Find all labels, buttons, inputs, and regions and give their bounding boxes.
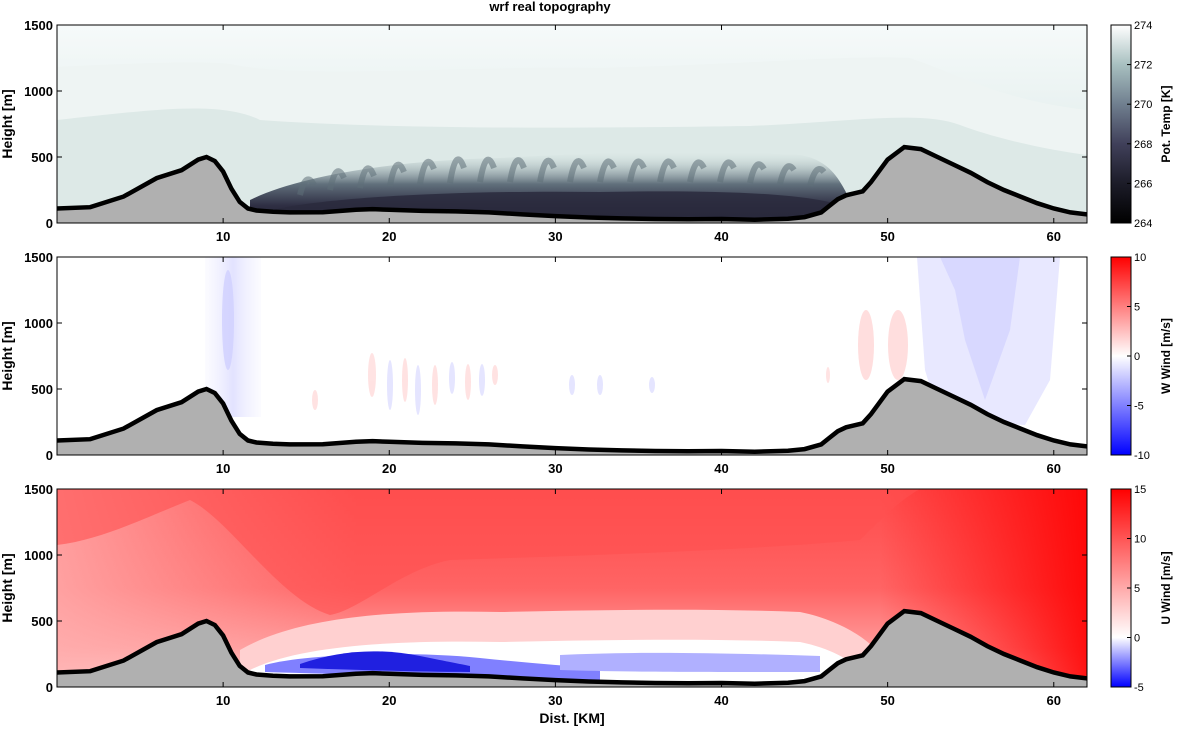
- x-tick-label: 40: [714, 693, 728, 708]
- colorbar-tick-label: -5: [1134, 401, 1144, 413]
- pot-temp-ripples: [297, 156, 827, 196]
- x-tick-label: 40: [714, 461, 728, 476]
- w-wind-field: [57, 257, 1087, 455]
- y-tick-label: 1500: [24, 482, 53, 497]
- x-tick-label: 10: [216, 229, 230, 244]
- x-tick-label: 30: [548, 693, 562, 708]
- colorbar-tick-label: 15: [1134, 484, 1146, 496]
- x-tick-label: 10: [216, 461, 230, 476]
- terrain-fill: [57, 147, 1087, 223]
- x-tick-label: 50: [880, 461, 894, 476]
- colorbar-tick-label: -10: [1134, 450, 1150, 462]
- x-tick-label: 30: [548, 461, 562, 476]
- colorbar-pot-temp: [1110, 24, 1132, 224]
- figure-title: wrf real topography: [488, 0, 611, 14]
- w-wind-cells: [312, 353, 830, 415]
- y-tick-label: 500: [31, 382, 53, 397]
- x-axis: 10 20 30 40 50 60: [216, 489, 1061, 708]
- y-tick-label: 1000: [24, 316, 53, 331]
- y-tick-label: 0: [46, 448, 53, 463]
- x-axis-label: Dist. [KM]: [539, 710, 604, 726]
- x-tick-label: 60: [1047, 461, 1061, 476]
- colorbar-tick-label: 270: [1134, 99, 1152, 111]
- x-tick-label: 20: [382, 229, 396, 244]
- y-tick-label: 500: [31, 614, 53, 629]
- y-tick-label: 1000: [24, 548, 53, 563]
- pot-temp-field: [57, 25, 1087, 223]
- x-tick-label: 60: [1047, 229, 1061, 244]
- y-tick-label: 0: [46, 216, 53, 231]
- y-axis: 0 500 1000 1500: [24, 482, 1087, 695]
- axes-frame: [56, 488, 1088, 688]
- y-axis: 0 500 1000 1500: [24, 250, 1087, 463]
- y-tick-label: 1500: [24, 250, 53, 265]
- colorbar-tick-label: 5: [1134, 583, 1140, 595]
- y-axis-label: Height [m]: [0, 89, 15, 158]
- colorbar-ticks: 264 266 268 270 272 274: [1127, 20, 1152, 230]
- x-tick-label: 10: [216, 693, 230, 708]
- terrain-outline: [57, 376, 1087, 454]
- colorbar-tick-label: 268: [1134, 139, 1152, 151]
- x-tick-label: 50: [880, 229, 894, 244]
- colorbar-tick-label: 272: [1134, 60, 1152, 72]
- terrain-outline: [57, 608, 1087, 686]
- u-wind-field: [57, 489, 1087, 687]
- x-tick-label: 40: [714, 229, 728, 244]
- y-tick-label: 1000: [24, 84, 53, 99]
- terrain-fill: [57, 379, 1087, 455]
- axes-frame: [56, 24, 1088, 224]
- colorbar-tick-label: 0: [1134, 633, 1140, 645]
- x-tick-label: 20: [382, 461, 396, 476]
- y-axis: 0 500 1000 1500: [24, 18, 1087, 231]
- y-tick-label: 0: [46, 680, 53, 695]
- x-tick-label: 50: [880, 693, 894, 708]
- colorbar-tick-label: 10: [1134, 252, 1146, 264]
- colorbar-label: W Wind [m/s]: [1159, 318, 1173, 394]
- colorbar-tick-label: 5: [1134, 302, 1140, 314]
- x-tick-label: 60: [1047, 693, 1061, 708]
- y-axis-label: Height [m]: [0, 553, 15, 622]
- x-tick-label: 30: [548, 229, 562, 244]
- panel-pot-temp: 0 500 1000 1500 10 20 30 40 50 60 Height [m] 264…: [0, 18, 1173, 244]
- colorbar-label: Pot. Temp [K]: [1159, 85, 1173, 162]
- colorbar-tick-label: -5: [1134, 682, 1144, 694]
- colorbar-label: U Wind [m/s]: [1159, 551, 1173, 624]
- x-axis: 10 20 30 40 50 60: [216, 257, 1061, 476]
- colorbar-tick-label: 10: [1134, 534, 1146, 546]
- y-axis-label: Height [m]: [0, 321, 15, 390]
- axes-frame: [56, 256, 1088, 456]
- colorbar-tick-label: 0: [1134, 351, 1140, 363]
- colorbar-ticks: -5 0 5 10 15: [1127, 484, 1146, 694]
- colorbar-tick-label: 266: [1134, 178, 1152, 190]
- colorbar-tick-label: 264: [1134, 218, 1152, 230]
- y-tick-label: 500: [31, 150, 53, 165]
- x-tick-label: 20: [382, 693, 396, 708]
- terrain-fill: [57, 611, 1087, 687]
- terrain-outline: [57, 144, 1087, 222]
- y-tick-label: 1500: [24, 18, 53, 33]
- colorbar-tick-label: 274: [1134, 20, 1152, 32]
- colorbar-ticks: -10 -5 0 5 10: [1127, 252, 1150, 462]
- x-axis: 10 20 30 40 50 60: [216, 25, 1061, 244]
